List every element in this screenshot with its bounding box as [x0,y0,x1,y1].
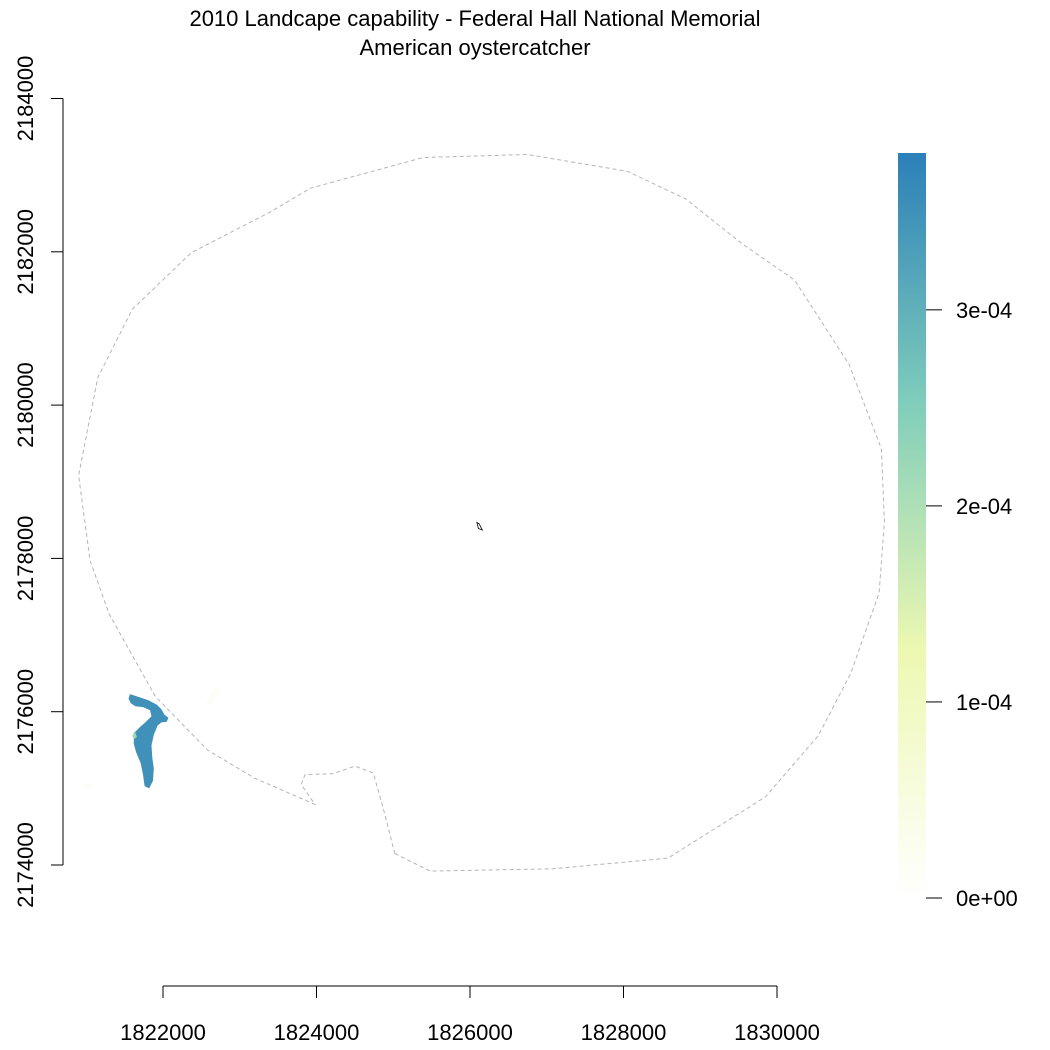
x-tick-label: 1826000 [427,1020,513,1045]
habitat-patch [82,783,94,789]
y-axis: 2174000 2176000 2178000 2180000 2182000 21840… [13,56,64,908]
y-tick-label: 2178000 [13,516,38,602]
y-tick-label: 2182000 [13,209,38,295]
buffer-boundary [78,153,885,872]
legend-tick-label: 2e-04 [956,494,1012,519]
x-tick-label: 1824000 [274,1020,360,1045]
park-boundary [476,521,484,531]
habitat-patch [132,732,137,740]
map-layer [78,153,885,872]
color-legend: 0e+00 1e-04 2e-04 3e-04 [898,153,1018,911]
y-tick-label: 2184000 [13,56,38,142]
y-tick-label: 2174000 [13,822,38,908]
x-tick-label: 1822000 [120,1020,206,1045]
legend-color-bar [898,153,926,898]
habitat-patch [204,686,222,708]
legend-tick-label: 3e-04 [956,298,1012,323]
x-tick-label: 1830000 [734,1020,820,1045]
x-tick-label: 1828000 [581,1020,667,1045]
legend-tick-label: 1e-04 [956,690,1012,715]
habitat-patch [128,694,169,789]
map-subtitle: American oystercatcher [359,35,591,60]
map-title: 2010 Landcape capability - Federal Hall … [189,6,761,31]
x-axis: 1822000 1824000 1826000 1828000 1830000 [120,985,820,1045]
y-tick-label: 2180000 [13,362,38,448]
legend-tick-label: 0e+00 [956,886,1018,911]
y-tick-label: 2176000 [13,669,38,755]
